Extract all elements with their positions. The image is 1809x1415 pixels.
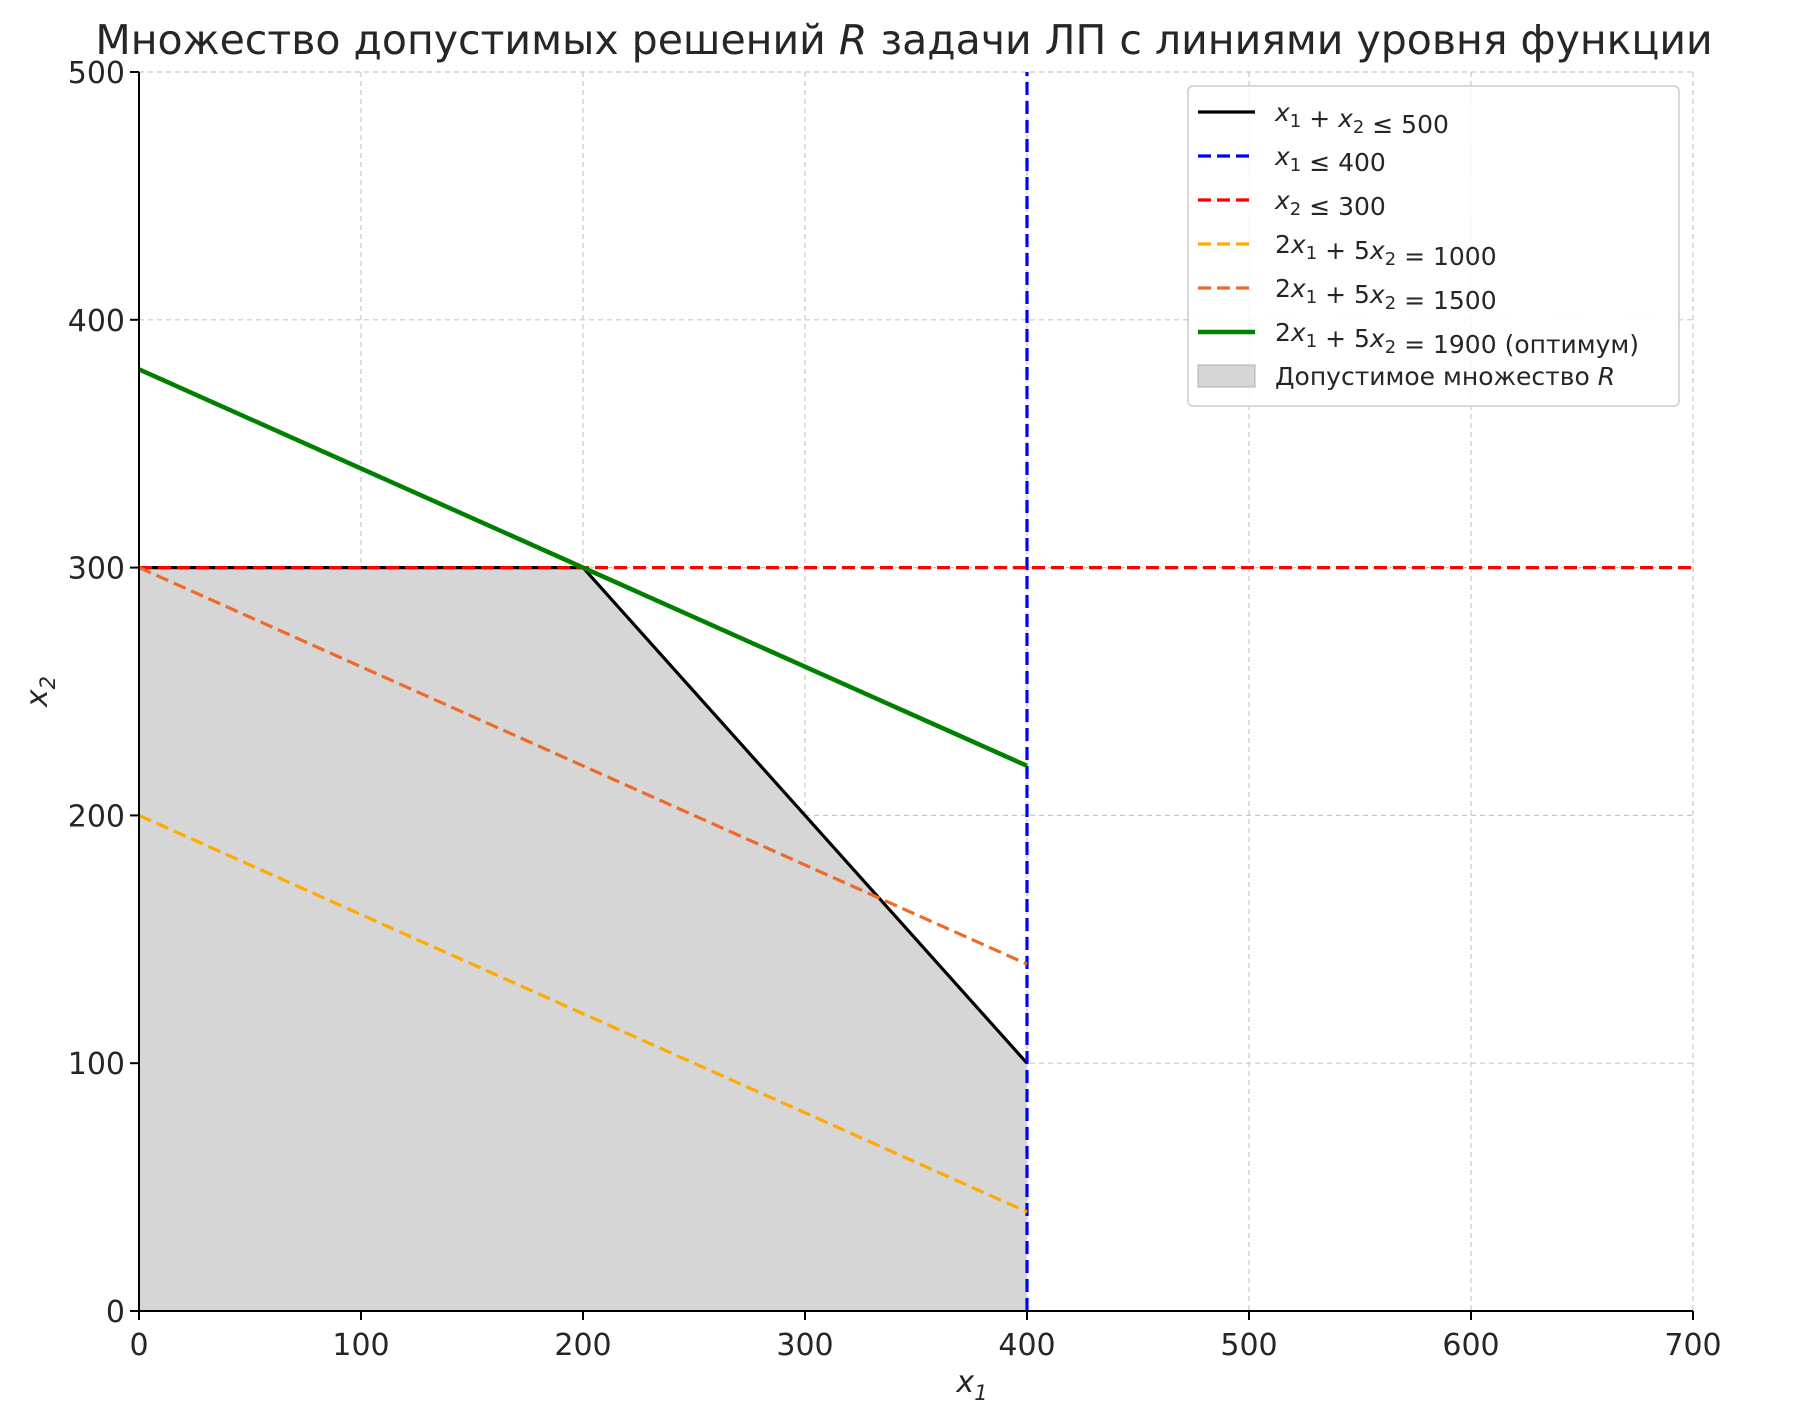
legend-label-4: 2x1 + 5x2 = 1500: [1275, 274, 1497, 315]
x-tick-label: 200: [554, 1328, 611, 1363]
x-tick-label: 700: [1664, 1328, 1721, 1363]
x-tick-label: 300: [776, 1328, 833, 1363]
y-tick-label: 400: [68, 304, 125, 339]
legend-label-3: 2x1 + 5x2 = 1000: [1275, 230, 1497, 271]
series-line-4: [138, 566, 1028, 966]
y-tick-label: 200: [68, 799, 125, 834]
series-line-3: [138, 813, 1028, 1214]
feasible-region: [139, 567, 1027, 1311]
x-tick-label: 100: [332, 1328, 389, 1363]
y-tick-label: 0: [106, 1295, 125, 1330]
legend-label-5: 2x1 + 5x2 = 1900 (оптимум): [1275, 318, 1639, 359]
y-tick-label: 500: [68, 56, 125, 91]
x-tick-label: 0: [129, 1328, 148, 1363]
x-axis-title: x1: [955, 1365, 987, 1405]
y-tick-label: 100: [68, 1047, 125, 1082]
legend-label-2: x2 ≤ 300: [1274, 186, 1386, 221]
chart-title: Множество допустимых решений R задачи ЛП…: [95, 16, 1712, 64]
legend-swatch-region: [1197, 364, 1256, 388]
x-tick-label: 400: [998, 1328, 1055, 1363]
y-axis-title: x2: [20, 676, 60, 708]
y-tick-label: 300: [68, 552, 125, 587]
legend-label-1: x1 ≤ 400: [1274, 142, 1386, 177]
legend-label-0: x1 + x2 ≤ 500: [1274, 98, 1449, 139]
x-tick-label: 500: [1220, 1328, 1277, 1363]
legend-label-region: Допустимое множество R: [1275, 362, 1615, 391]
legend-box: [1187, 85, 1680, 407]
series-line-5: [138, 367, 1028, 768]
x-tick-label: 600: [1442, 1328, 1499, 1363]
